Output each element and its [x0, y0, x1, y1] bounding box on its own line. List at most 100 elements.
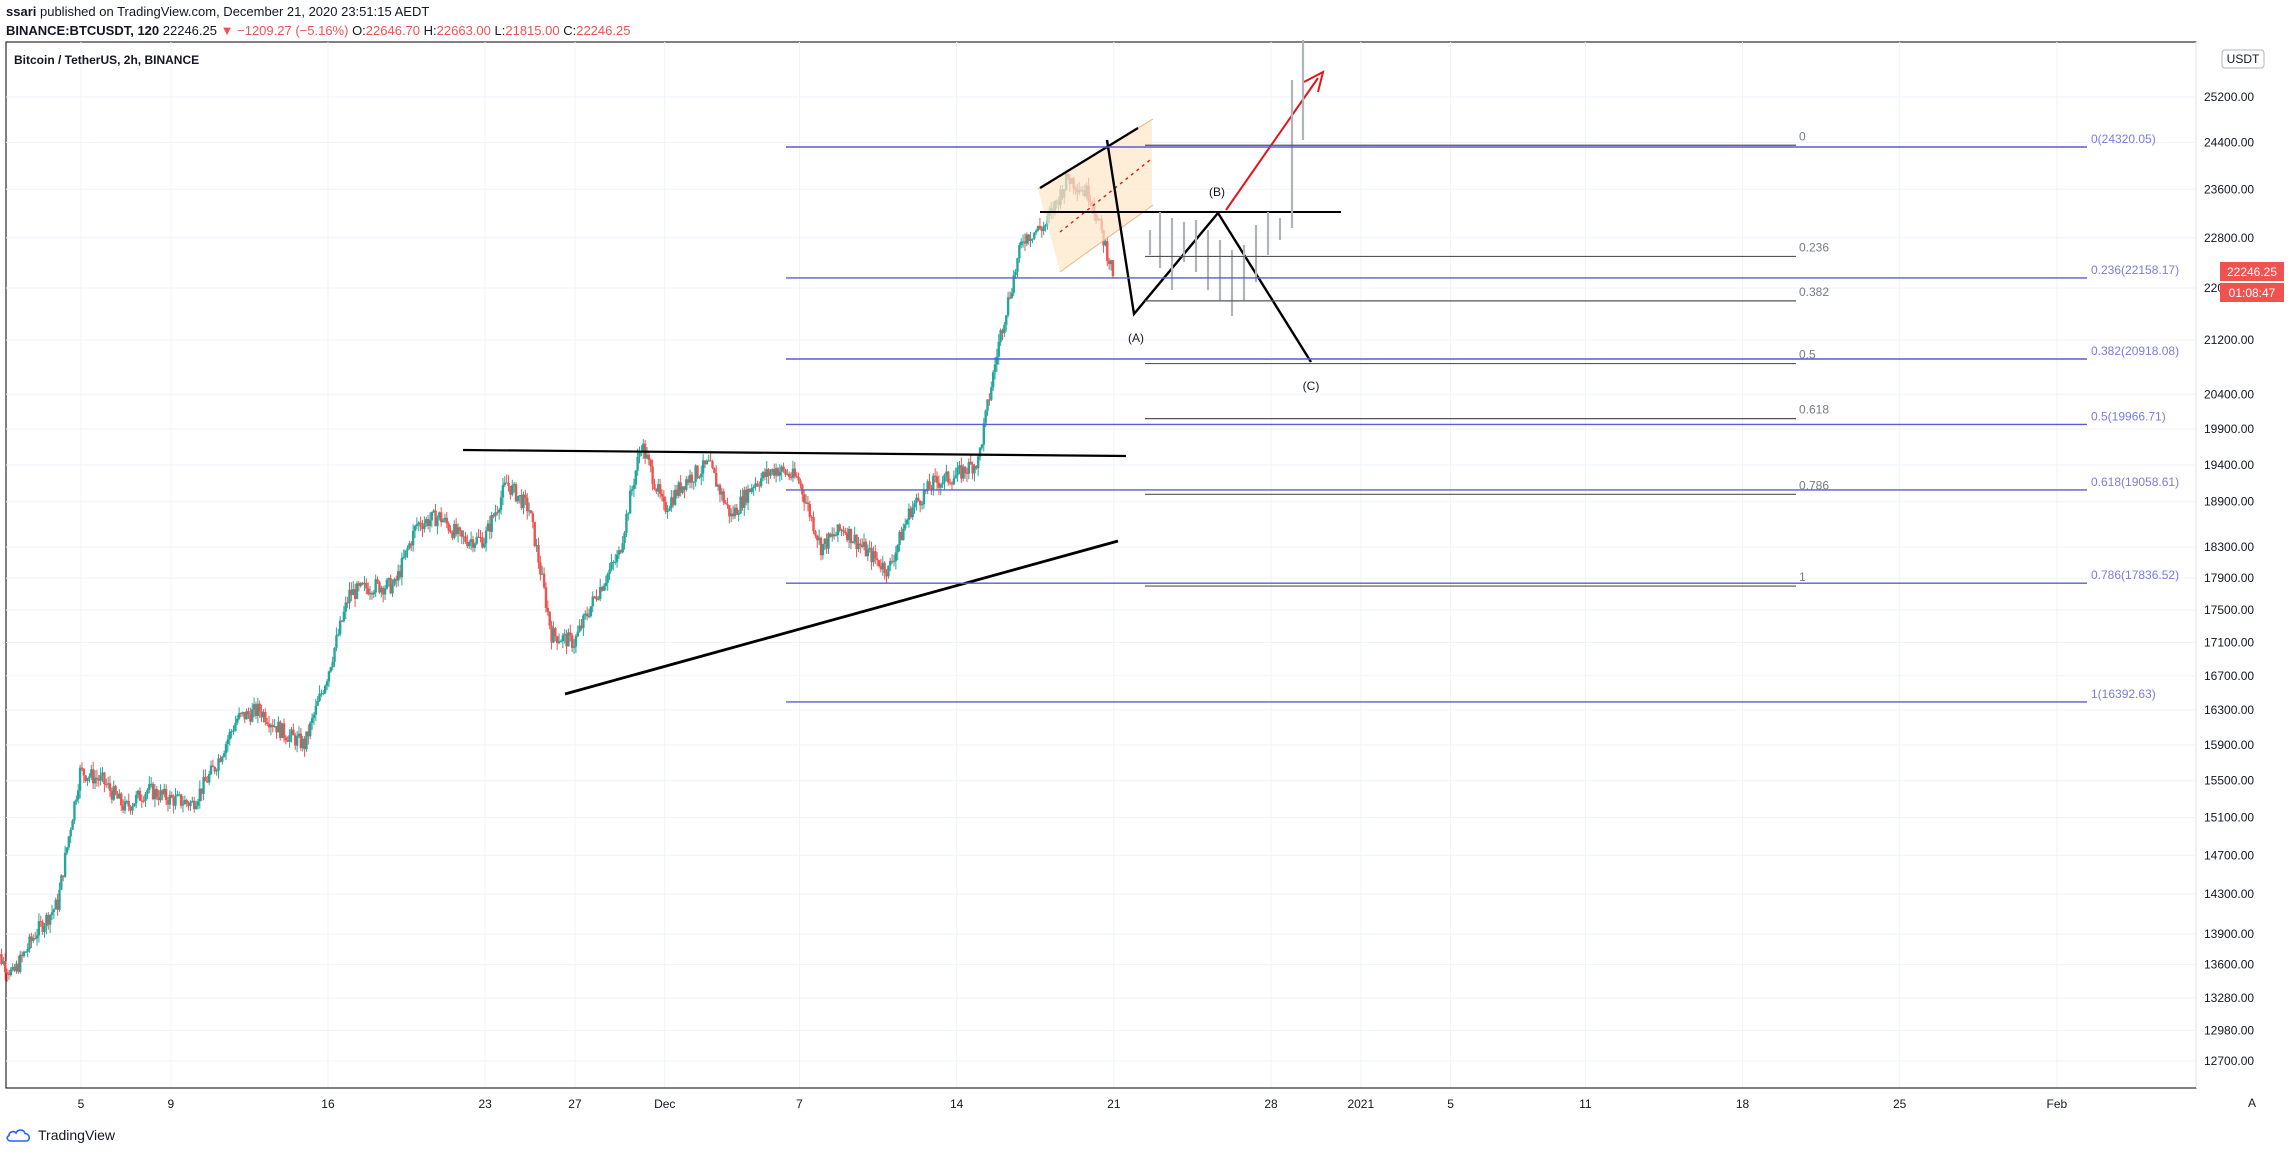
candle-body	[690, 474, 694, 483]
candle-body	[1040, 228, 1043, 232]
tradingview-brand-label: TradingView	[38, 1127, 116, 1143]
candle-body	[7, 973, 11, 976]
candle-body	[703, 460, 707, 465]
time-tick-label: 18	[1736, 1097, 1750, 1111]
candle-body	[312, 714, 316, 719]
candle-body	[821, 544, 825, 556]
candle-body	[501, 485, 505, 498]
candle-body	[700, 473, 703, 477]
candle-body	[247, 711, 250, 715]
candle-body	[600, 586, 604, 591]
candle-body	[239, 713, 243, 715]
time-tick-label: 9	[167, 1097, 174, 1111]
candle-body	[767, 469, 770, 476]
candle-body	[595, 596, 598, 600]
candle-body	[292, 729, 295, 736]
channel-mid-line	[1059, 159, 1151, 233]
candle-body	[62, 875, 65, 877]
candle-body	[915, 497, 918, 504]
candle-body	[636, 456, 639, 471]
candle-body	[194, 805, 198, 809]
candle-body	[161, 790, 164, 795]
candle-body	[802, 494, 806, 503]
candle-body	[252, 704, 256, 710]
time-axis[interactable]: 5 9 16 23 27 Dec 7 14 21 28 2021 5 11 18 25 Feb	[78, 1097, 2068, 1111]
price-tick-label: 12980.00	[2204, 1023, 2254, 1037]
candle-body	[746, 488, 750, 503]
fib1-level-label: 0.382(20918.08)	[2091, 344, 2179, 358]
candle-body	[105, 783, 108, 785]
price-tick-label: 22800.00	[2204, 231, 2254, 245]
candle-body	[490, 514, 493, 532]
candle-body	[1106, 241, 1109, 262]
candle-body	[108, 783, 112, 791]
candle-body	[449, 530, 452, 533]
candle-body	[355, 583, 359, 599]
candle-body	[909, 508, 913, 518]
candle-body	[421, 526, 424, 530]
candle-body	[1034, 230, 1038, 233]
auto-scale-button[interactable]: A	[2248, 1096, 2256, 1110]
candle-body	[273, 726, 276, 728]
candle-body	[24, 951, 28, 953]
time-tick-label: 27	[568, 1097, 582, 1111]
candle-body	[649, 459, 652, 467]
candle-body	[625, 513, 628, 533]
candle-body	[204, 776, 207, 782]
candle-body	[483, 543, 486, 548]
candle-body	[561, 635, 565, 642]
price-tick-label: 18900.00	[2204, 495, 2254, 509]
currency-badge[interactable]: USDT	[2221, 49, 2265, 69]
publisher-user[interactable]: ssari	[6, 4, 37, 19]
candle-body	[580, 625, 583, 629]
price-axis[interactable]: 25200.0024400.0023600.0022800.0022000.00…	[2204, 90, 2254, 1068]
candle-body	[432, 510, 435, 512]
candle-body	[408, 543, 411, 549]
candle-body	[230, 731, 233, 733]
candle-body	[451, 532, 454, 538]
fib1-level-label: 0.5(19966.71)	[2091, 409, 2166, 423]
candle-body	[486, 523, 490, 531]
currency-badge-label: USDT	[2227, 52, 2260, 66]
candle-body	[99, 775, 102, 781]
candle-body	[526, 497, 529, 512]
price-tick-label: 15500.00	[2204, 774, 2254, 788]
price-tick-label: 17500.00	[2204, 603, 2254, 617]
candle-body	[494, 512, 497, 517]
candle-body	[484, 530, 488, 544]
fib-retracement-2[interactable]: 0 0.236 0.382 0.5 0.618 0.786 1	[1145, 129, 1829, 587]
fib-retracement-1[interactable]: 0(24320.05) 0.236(22158.17) 0.382(20918.08…	[786, 132, 2179, 703]
candle-body	[67, 836, 71, 848]
candle-body	[456, 527, 460, 535]
candle-body	[670, 497, 673, 509]
candle-body	[593, 596, 596, 598]
candle-body	[78, 767, 82, 791]
candles-group	[0, 170, 1115, 982]
candle-body	[365, 582, 368, 589]
candle-body	[413, 526, 417, 531]
price-tick-label: 21200.00	[2204, 333, 2254, 347]
candle-body	[548, 611, 551, 626]
candle-body	[232, 730, 235, 732]
symbol-name[interactable]: BINANCE:BTCUSDT, 120	[6, 23, 160, 38]
time-tick-label: Dec	[654, 1097, 675, 1111]
candle-body	[136, 790, 140, 795]
candle-body	[5, 972, 9, 974]
candle-body	[715, 473, 718, 487]
candle-body	[928, 481, 931, 489]
candle-body	[370, 592, 374, 595]
tradingview-brand[interactable]: TradingView	[6, 1124, 115, 1146]
candle-body	[1018, 245, 1021, 259]
candle-body	[686, 479, 690, 483]
candle-body	[754, 483, 757, 488]
candle-body	[436, 517, 439, 527]
candle-body	[853, 534, 856, 542]
candle-body	[4, 961, 7, 973]
candle-body	[1027, 234, 1030, 242]
price-tick-label: 15100.00	[2204, 810, 2254, 824]
candle-body	[215, 770, 218, 772]
candle-body	[97, 779, 100, 781]
candle-body	[157, 797, 160, 801]
candle-body	[838, 524, 841, 531]
